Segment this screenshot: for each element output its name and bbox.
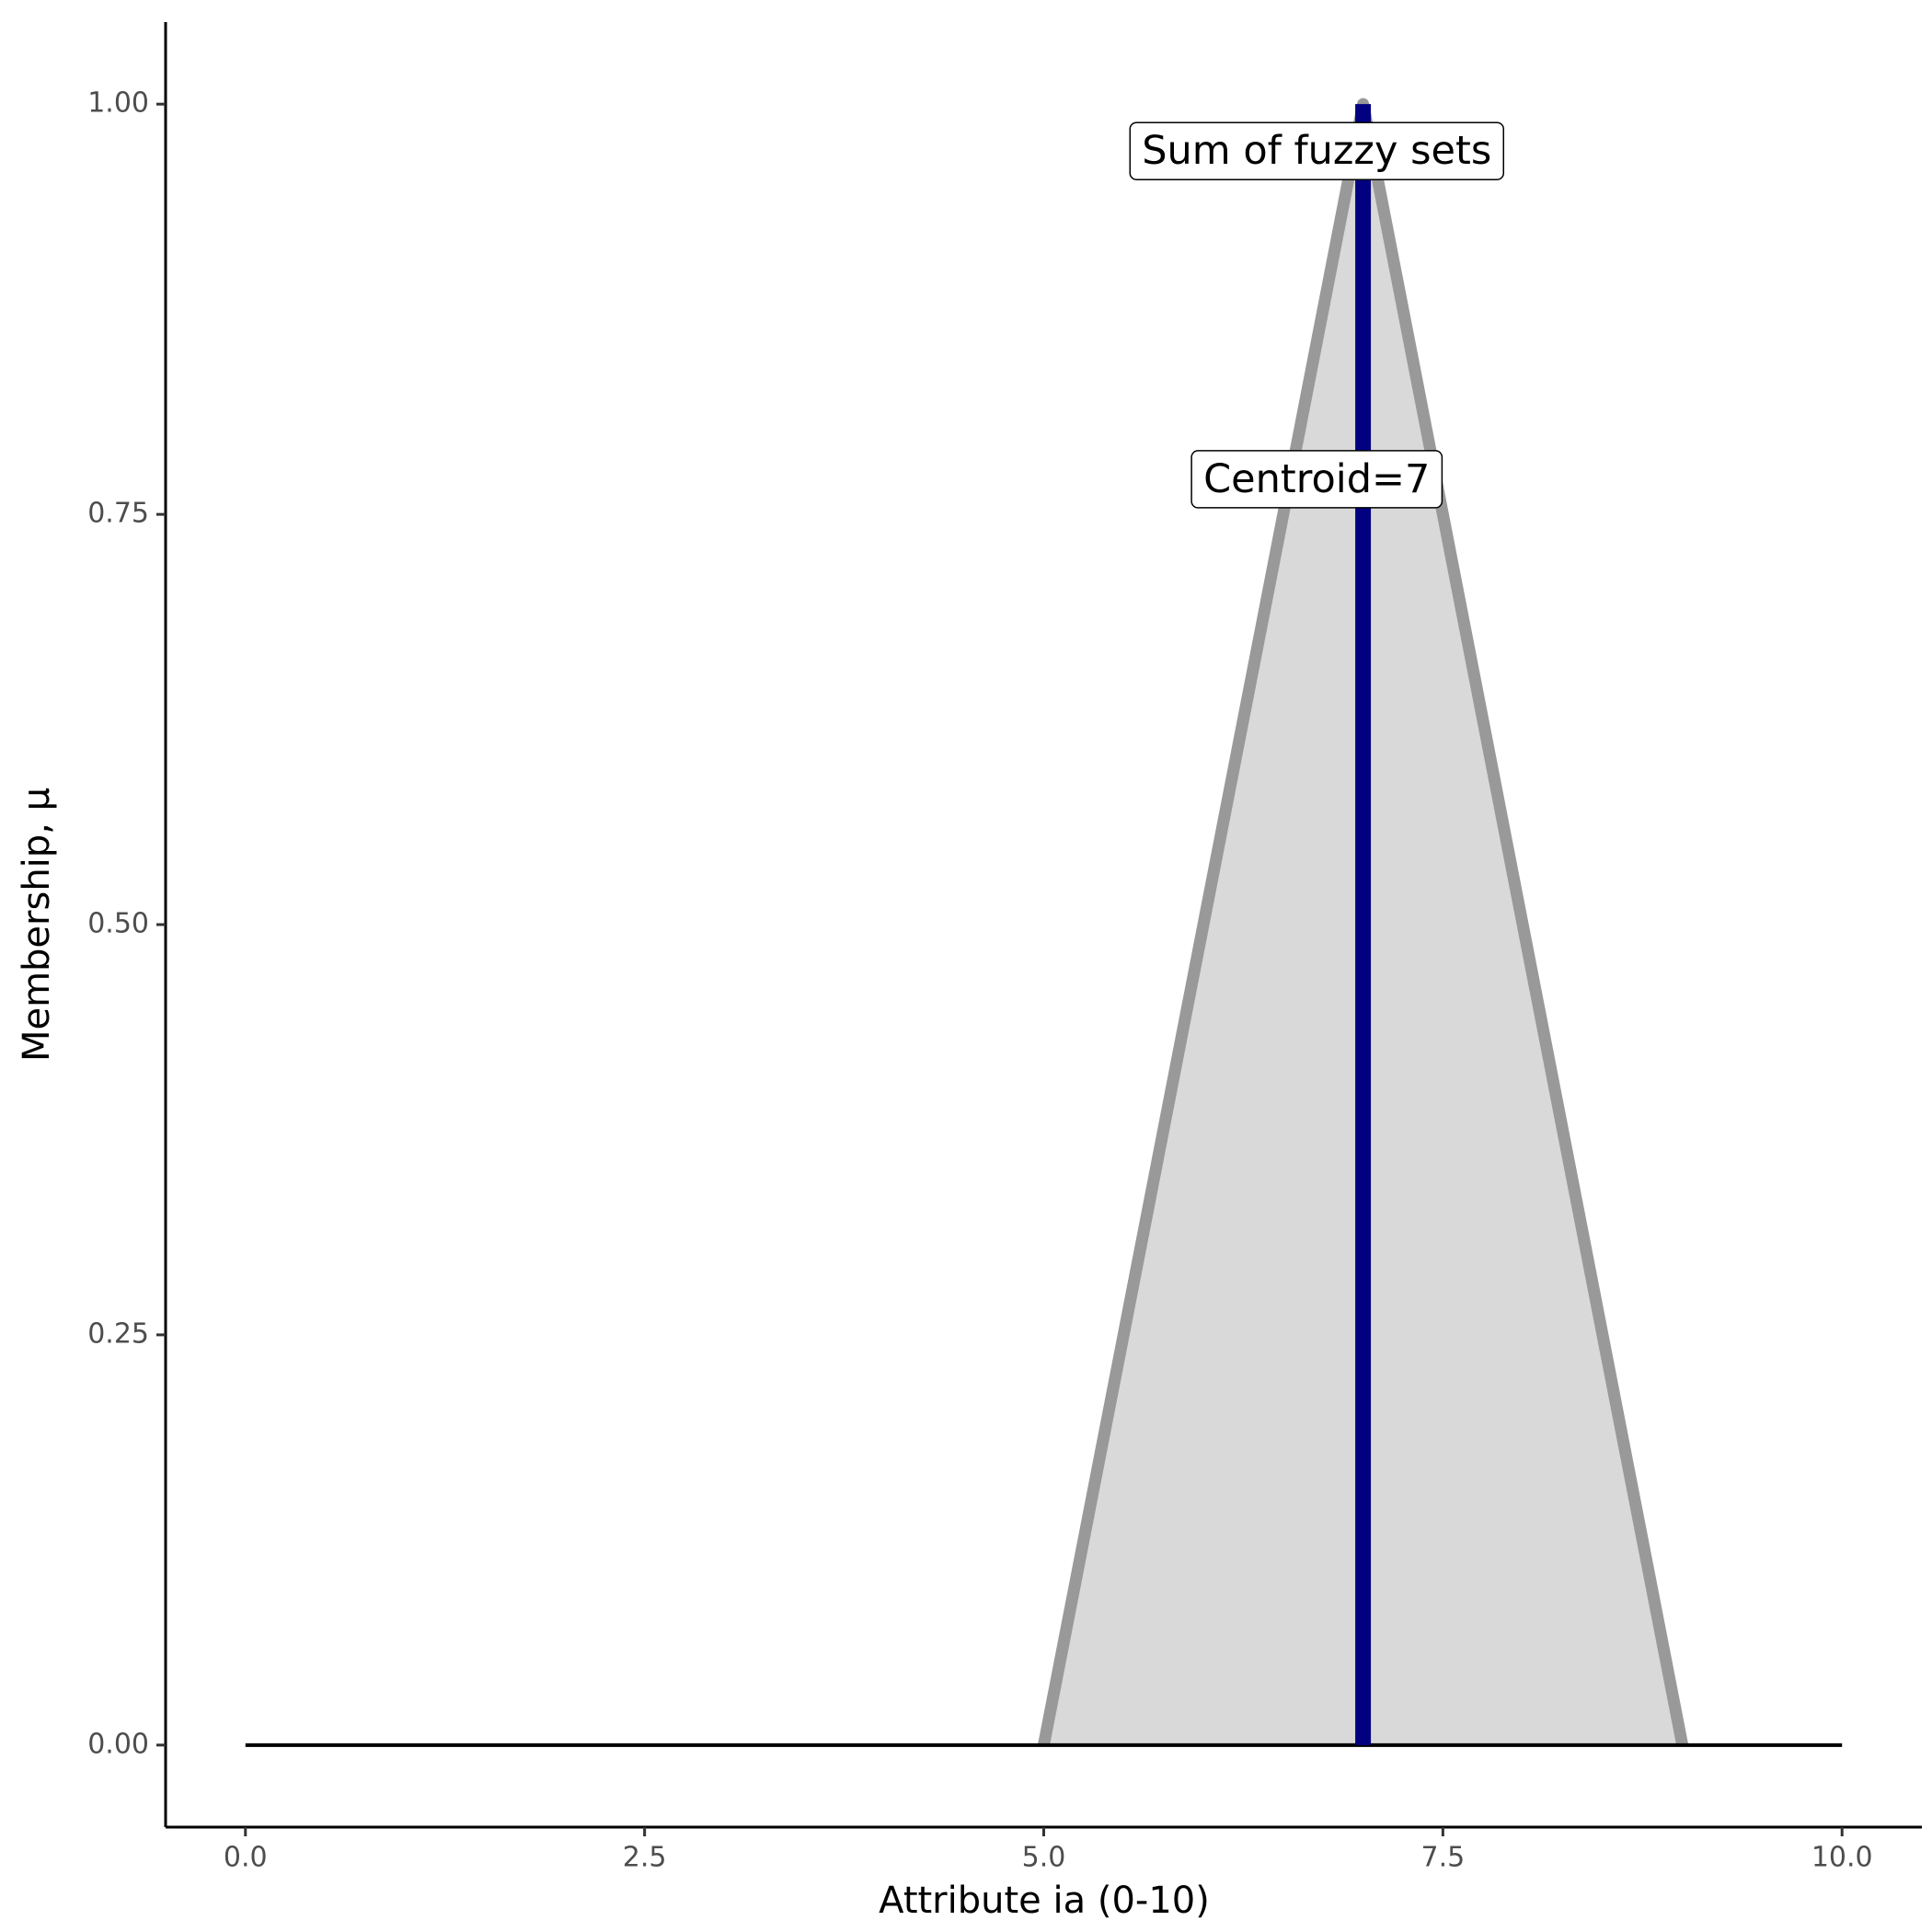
y-tick-label: 0.25: [87, 1317, 149, 1350]
annotation-box: [1190, 450, 1443, 509]
annotation-box: [1129, 121, 1505, 180]
y-tick-label: 0.75: [87, 498, 149, 530]
y-tick-label: 0.00: [87, 1728, 149, 1760]
x-tick-label: 2.5: [623, 1842, 667, 1874]
x-axis-title: Attribute ia (0-10): [879, 1880, 1210, 1922]
y-tick-label: 1.00: [87, 87, 149, 120]
annotation: Sum of fuzzy sets: [1142, 128, 1491, 174]
x-tick-label: 0.0: [224, 1842, 268, 1874]
y-tick-label: 0.50: [87, 908, 149, 940]
x-tick-label: 7.5: [1421, 1842, 1466, 1874]
x-tick-label: 10.0: [1811, 1842, 1873, 1874]
annotation: Centroid=7: [1203, 456, 1430, 502]
y-axis-title: Membership, μ: [16, 788, 58, 1062]
x-tick-label: 5.0: [1022, 1842, 1066, 1874]
